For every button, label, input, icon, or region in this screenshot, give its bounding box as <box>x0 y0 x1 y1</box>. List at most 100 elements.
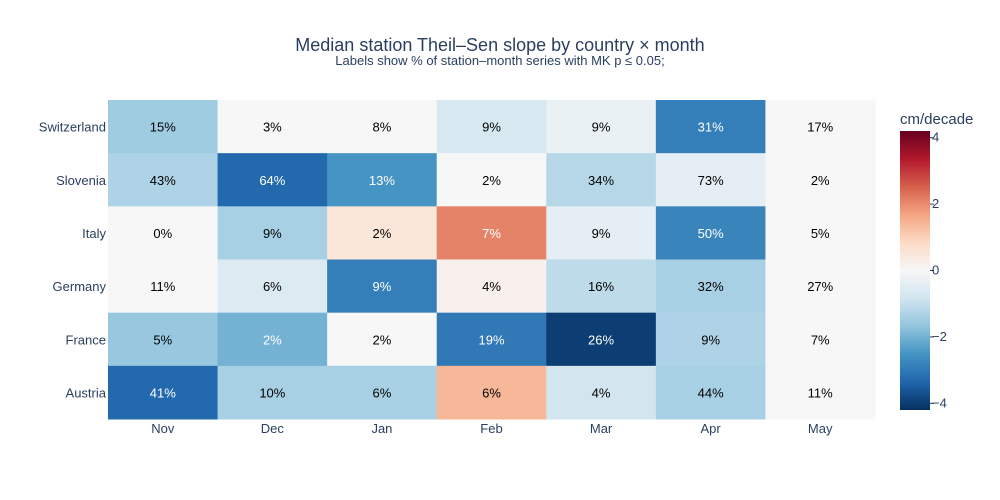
cell-label: 16% <box>588 279 614 294</box>
cell-label: 9% <box>701 332 720 347</box>
heatmap-cell <box>436 312 547 367</box>
heatmap-cell <box>436 153 547 207</box>
heatmap-cell <box>327 100 438 154</box>
heatmap-cell <box>327 312 438 367</box>
heatmap-cell <box>327 153 438 207</box>
colorbar-ticks: 4 2 0 −2 −4 <box>930 130 947 410</box>
heatmap-cell <box>108 206 219 260</box>
colorbar-tick-label: −2 <box>932 329 947 344</box>
heatmap-cell <box>546 100 657 154</box>
heatmap-cell <box>436 365 547 420</box>
heatmap-cell <box>546 312 657 367</box>
x-tick-label: Nov <box>151 421 175 436</box>
heatmap-cell <box>217 153 328 207</box>
cell-label: 19% <box>478 332 504 347</box>
cell-label: 43% <box>150 173 176 188</box>
cell-label: 6% <box>263 279 282 294</box>
cell-label: 9% <box>373 279 392 294</box>
cell-label: 9% <box>263 226 282 241</box>
cell-label: 7% <box>482 226 501 241</box>
cell-label: 11% <box>808 385 833 400</box>
cell-label: 2% <box>263 332 282 347</box>
heatmap-cell <box>436 259 547 314</box>
chart-subtitle: Labels show % of station–month series wi… <box>335 53 664 68</box>
heatmap-cell <box>108 100 219 154</box>
colorbar <box>900 131 930 410</box>
cell-label: 41% <box>150 385 176 400</box>
colorbar-tick-label: 4 <box>932 130 939 145</box>
heatmap-cell <box>655 312 766 367</box>
heatmap-cell <box>765 259 876 314</box>
cell-label: 11% <box>150 279 175 294</box>
cell-label: 9% <box>592 226 611 241</box>
cell-label: 5% <box>153 332 172 347</box>
cell-label: 0% <box>153 226 172 241</box>
heatmap-cell <box>655 206 766 260</box>
colorbar-tick-label: 2 <box>932 196 939 211</box>
heatmap-cell <box>327 259 438 314</box>
x-axis-ticks: Nov Dec Jan Feb Mar Apr May <box>151 421 833 436</box>
heatmap-cell <box>765 206 876 260</box>
heatmap-cell <box>546 153 657 207</box>
colorbar-title: cm/decade <box>900 111 973 128</box>
x-tick-label: Feb <box>480 421 502 436</box>
x-tick-label: Apr <box>701 421 722 436</box>
heatmap-cell <box>546 206 657 260</box>
y-tick-label: Italy <box>82 226 106 241</box>
heatmap-cell <box>217 206 328 260</box>
heatmap-cell <box>765 365 876 420</box>
cell-label: 2% <box>811 173 830 188</box>
heatmap-cell <box>108 259 219 314</box>
cell-label: 31% <box>698 120 724 135</box>
cell-label: 9% <box>482 120 501 135</box>
cell-label: 34% <box>588 173 614 188</box>
cell-label: 5% <box>811 226 830 241</box>
cell-label: 7% <box>811 332 830 347</box>
heatmap-cell <box>546 259 657 314</box>
cell-label: 15% <box>150 120 176 135</box>
y-axis-ticks: Switzerland Slovenia Italy Germany France Aus… <box>39 120 107 401</box>
cell-label: 4% <box>482 279 501 294</box>
heatmap-cell <box>655 365 766 420</box>
heatmap-cell <box>546 365 657 420</box>
heatmap-cell <box>655 153 766 207</box>
cell-label: 6% <box>482 385 501 400</box>
heatmap-cell <box>655 100 766 154</box>
cell-label: 13% <box>369 173 395 188</box>
y-tick-label: France <box>66 332 106 347</box>
cell-label: 50% <box>698 226 724 241</box>
heatmap-cell <box>655 259 766 314</box>
heatmap-cell <box>217 100 328 154</box>
cell-label: 8% <box>373 120 392 135</box>
x-tick-label: Mar <box>590 421 613 436</box>
cell-label: 3% <box>263 120 282 135</box>
heatmap-cell <box>108 153 219 207</box>
heatmap-cell <box>765 153 876 207</box>
heatmap-cell <box>217 259 328 314</box>
heatmap-cell <box>327 206 438 260</box>
cell-label: 2% <box>373 226 392 241</box>
cell-label: 17% <box>807 120 833 135</box>
cell-label: 2% <box>482 173 501 188</box>
y-tick-label: Germany <box>53 279 107 294</box>
x-tick-label: Jan <box>371 421 392 436</box>
cell-label: 4% <box>592 385 611 400</box>
heatmap-cell <box>436 100 547 154</box>
colorbar-tick-label: 0 <box>932 263 939 278</box>
heatmap-cell <box>217 365 328 420</box>
heatmap-cell <box>765 100 876 154</box>
cell-label: 10% <box>259 385 285 400</box>
cell-label: 26% <box>588 332 614 347</box>
heatmap-cell <box>765 312 876 367</box>
heatmap-cell <box>436 206 547 260</box>
cell-label: 44% <box>698 385 724 400</box>
cell-label: 2% <box>373 332 392 347</box>
y-tick-label: Slovenia <box>56 173 107 188</box>
y-tick-label: Switzerland <box>39 120 106 135</box>
cell-label: 9% <box>592 120 611 135</box>
x-tick-label: May <box>808 421 833 436</box>
cell-label: 32% <box>698 279 724 294</box>
x-tick-label: Dec <box>261 421 285 436</box>
cell-label: 27% <box>807 279 833 294</box>
